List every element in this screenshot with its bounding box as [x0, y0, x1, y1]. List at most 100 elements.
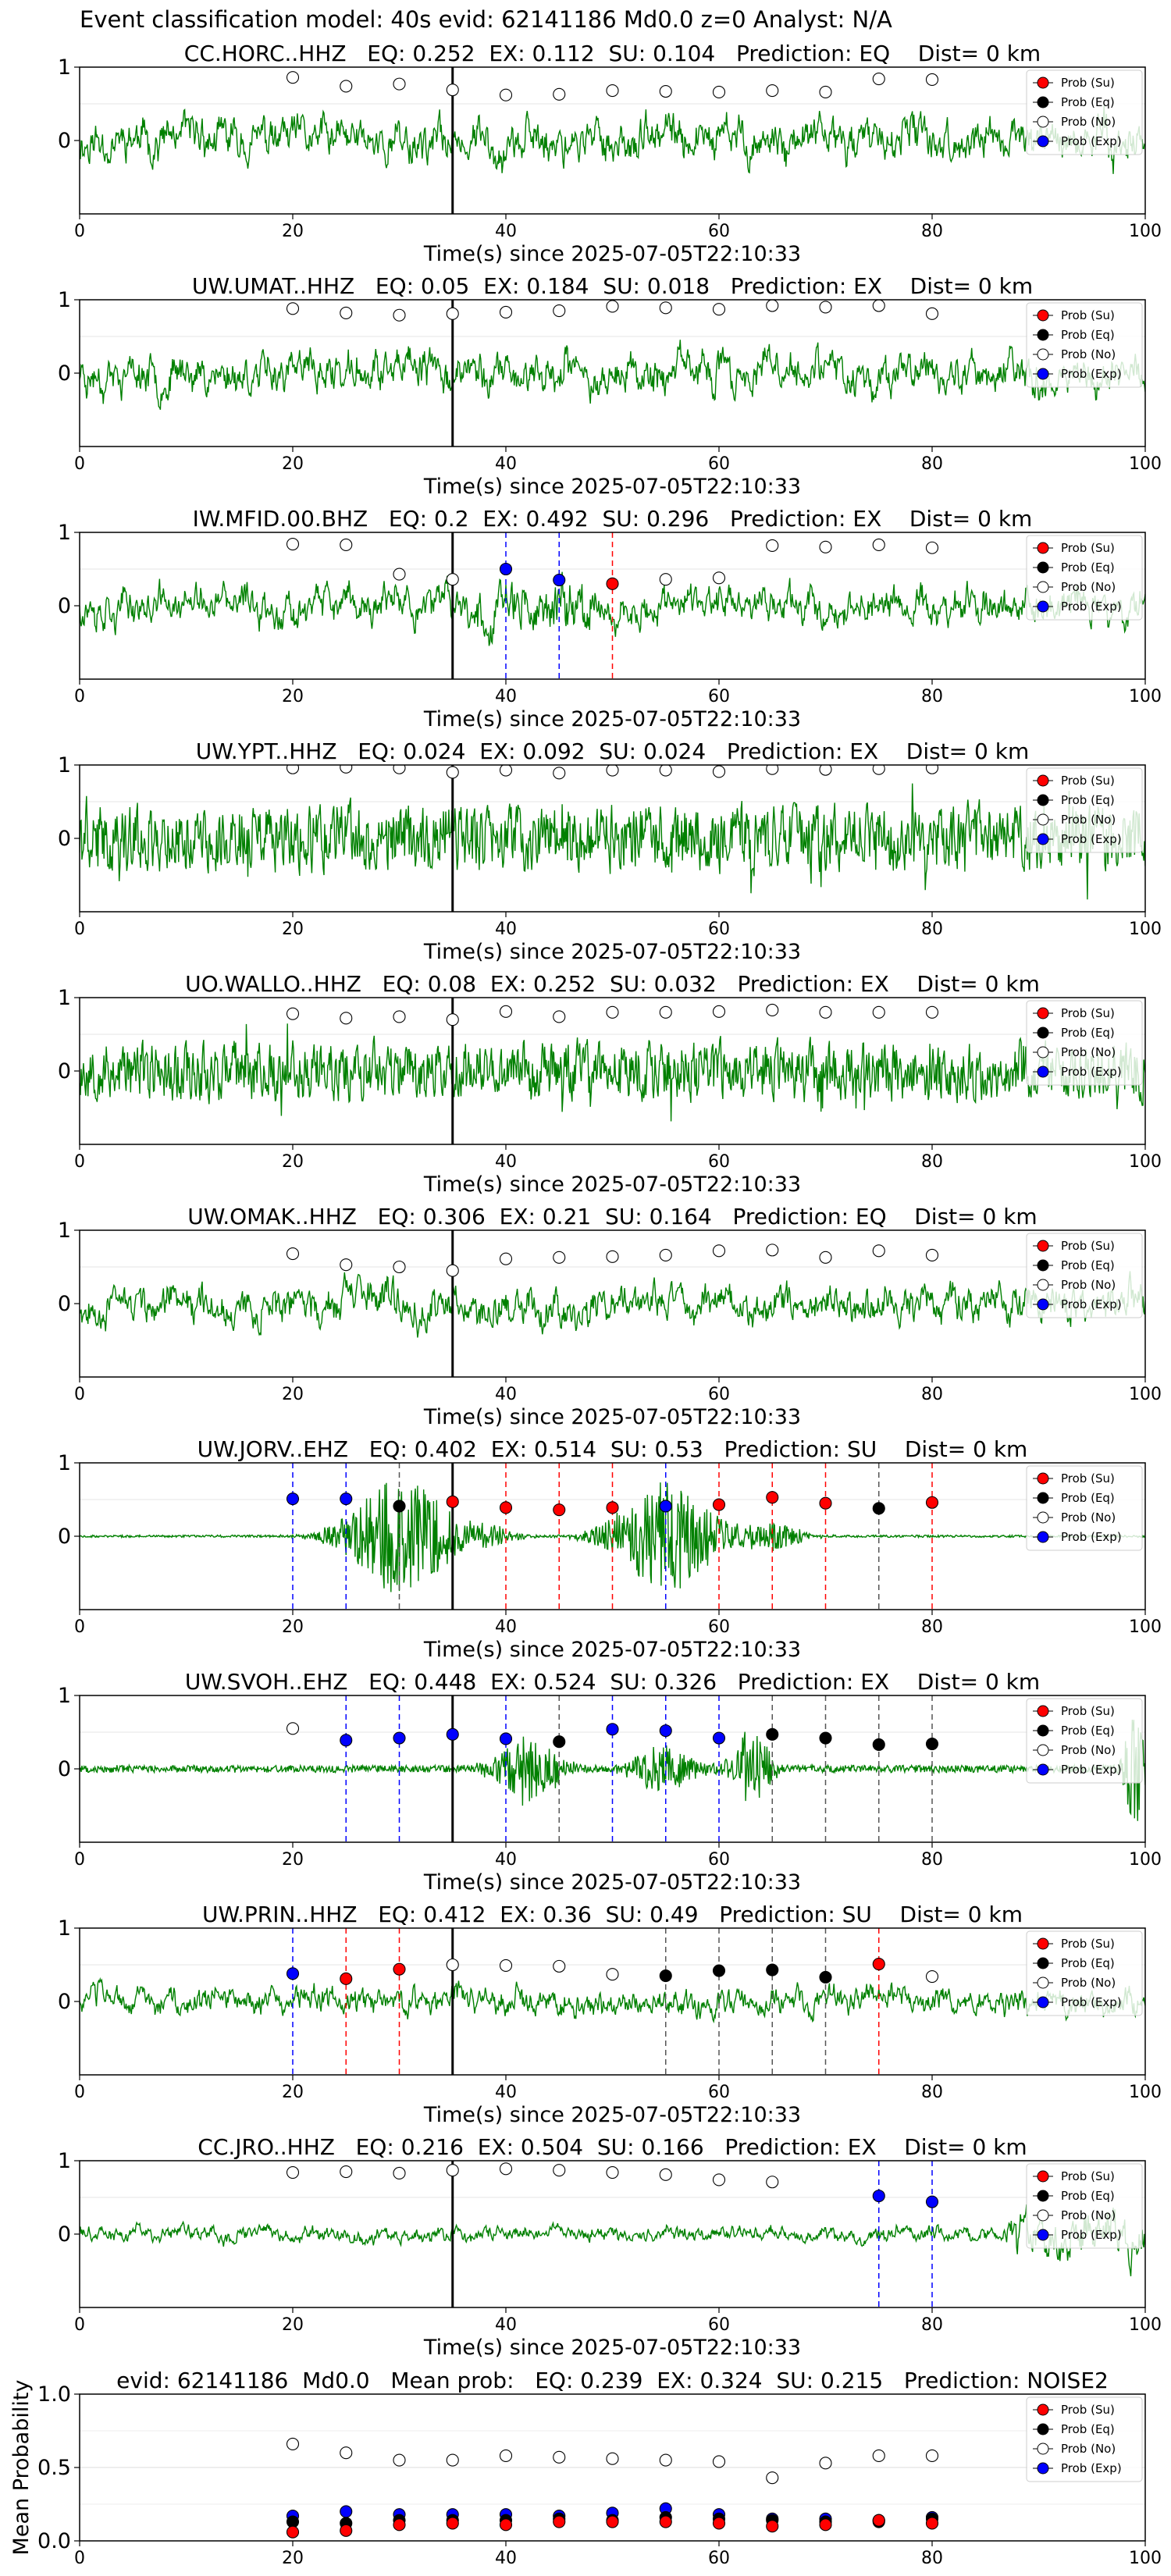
- y-tick-label: 1: [58, 1451, 71, 1475]
- legend-label-su: Prob (Su): [1061, 1471, 1115, 1485]
- x-axis-label: Time(s) since 2025-07-05T22:10:33: [423, 2103, 801, 2127]
- x-tick-label: 80: [921, 920, 943, 939]
- legend-marker-no: [1037, 2443, 1049, 2455]
- prob-point-no: [925, 73, 939, 87]
- plot-area: [80, 2161, 1145, 2307]
- prob-point-su: [553, 1503, 566, 1517]
- prob-point-exp: [872, 2190, 885, 2203]
- prob-point-no: [393, 765, 406, 774]
- x-tick-label: 0: [74, 454, 85, 474]
- legend-label-exp: Prob (Exp): [1061, 600, 1122, 614]
- legend-marker-su: [1037, 1937, 1049, 1950]
- legend-marker-exp: [1037, 135, 1049, 148]
- x-tick-label: 100: [1129, 2315, 1162, 2335]
- legend-box: [1026, 2163, 1143, 2249]
- prob-point-su: [819, 1496, 832, 1510]
- panel-3: 0 20 40 60 80 100 0 1 IW.MFID.00.BHZ EQ: 0.2 EX:…: [58, 506, 1162, 731]
- mean-point-exp: [340, 2505, 353, 2518]
- x-tick-label: 20: [282, 1850, 304, 1870]
- legend-marker-su: [1037, 774, 1049, 787]
- legend-label-no: Prob (No): [1061, 580, 1116, 594]
- x-tick-label: 20: [282, 2083, 304, 2102]
- mean-point-su: [606, 2515, 619, 2528]
- x-tick-label: 80: [921, 687, 943, 706]
- legend-marker-exp: [1037, 1298, 1049, 1311]
- prob-point-no: [712, 571, 726, 585]
- prob-point-no: [819, 1251, 832, 1264]
- prob-point-no: [819, 765, 832, 776]
- legend-marker-no: [1037, 348, 1049, 361]
- prob-point-no: [286, 1007, 300, 1020]
- legend-label-exp: Prob (Exp): [1061, 1530, 1122, 1544]
- prob-point-no: [286, 2165, 300, 2179]
- prob-point-no: [872, 1005, 885, 1019]
- panel-title: UW.JORV..EHZ EQ: 0.402 EX: 0.514 SU: 0.5…: [198, 1436, 1028, 1462]
- x-axis-label: Time(s) since 2025-07-05T22:10:33: [423, 1405, 801, 1429]
- prob-point-no: [659, 301, 672, 315]
- axes-frame: [79, 1927, 1146, 2076]
- plot-area: [80, 67, 1145, 214]
- legend-marker-su: [1037, 1472, 1049, 1485]
- panel-title: UW.SVOH..EHZ EQ: 0.448 EX: 0.524 SU: 0.3…: [185, 1669, 1040, 1695]
- legend-label-exp: Prob (Exp): [1061, 1763, 1122, 1777]
- legend-label-exp: Prob (Exp): [1061, 2228, 1122, 2242]
- prob-point-no: [766, 1244, 779, 1257]
- panel-6: 0 20 40 60 80 100 0 1 UW.OMAK..HHZ EQ: 0.306 EX:…: [58, 1204, 1162, 1429]
- legend-marker-su: [1037, 1240, 1049, 1252]
- prob-point-no: [819, 301, 832, 314]
- x-tick-label: 100: [1129, 454, 1162, 474]
- mean-point-no: [286, 2437, 300, 2450]
- waveform-trace: [80, 105, 1145, 174]
- prob-point-no: [659, 2168, 672, 2181]
- prob-point-no: [393, 2166, 406, 2180]
- plot-area: [80, 1928, 1145, 2075]
- mean-point-su: [393, 2518, 406, 2532]
- prob-point-no: [340, 538, 353, 552]
- panel-title: CC.HORC..HHZ EQ: 0.252 EX: 0.112 SU: 0.1…: [184, 41, 1041, 66]
- axes-frame: [79, 532, 1146, 680]
- y-tick-label: 0: [58, 1990, 71, 2014]
- prob-point-no: [286, 537, 300, 551]
- legend-marker-eq: [1037, 1492, 1049, 1504]
- legend: Prob (Su) Prob (Eq) Prob (No) Prob (Exp): [1026, 2163, 1143, 2249]
- axes-frame: [79, 2160, 1146, 2308]
- prob-point-eq: [819, 1970, 832, 1984]
- prob-point-no: [606, 765, 619, 777]
- prob-point-no: [340, 2165, 353, 2179]
- axes-frame: [79, 2393, 1146, 2542]
- mean-point-no: [712, 2455, 726, 2468]
- prob-point-su: [446, 1495, 459, 1508]
- prob-point-su: [606, 577, 619, 590]
- legend: Prob (Su) Prob (Eq) Prob (No) Prob (Exp): [1026, 535, 1143, 621]
- prob-point-eq: [872, 1738, 885, 1752]
- mean-point-no: [606, 2452, 619, 2465]
- x-tick-label: 60: [708, 687, 730, 706]
- x-tick-label: 100: [1129, 1152, 1162, 1172]
- x-tick-label: 60: [708, 2083, 730, 2102]
- legend-label-no: Prob (No): [1061, 1045, 1116, 1059]
- panel-1: 0 20 40 60 80 100 0 1 CC.HORC..HHZ EQ: 0.252 EX:…: [58, 41, 1162, 266]
- prob-point-su: [499, 1501, 513, 1514]
- legend-label-eq: Prob (Eq): [1061, 1956, 1115, 1970]
- plot-area: [80, 1463, 1145, 1610]
- legend-label-exp: Prob (Exp): [1061, 1995, 1122, 2009]
- x-tick-label: 40: [495, 1617, 517, 1637]
- prob-point-no: [925, 1248, 939, 1262]
- legend-marker-su: [1037, 309, 1049, 322]
- legend-label-su: Prob (Su): [1061, 774, 1115, 788]
- legend-marker-no: [1037, 581, 1049, 593]
- x-tick-label: 100: [1129, 2549, 1162, 2568]
- legend-marker-su: [1037, 1007, 1049, 1019]
- legend-marker-su: [1037, 76, 1049, 89]
- legend-label-eq: Prob (Eq): [1061, 95, 1115, 109]
- legend-label-no: Prob (No): [1061, 2208, 1116, 2222]
- mean-point-su: [819, 2518, 832, 2532]
- legend-marker-no: [1037, 1279, 1049, 1291]
- mean-point-su: [766, 2520, 779, 2533]
- plot-area: [80, 300, 1145, 447]
- plot-area: [80, 1695, 1145, 1842]
- x-tick-label: 100: [1129, 1617, 1162, 1637]
- x-axis-label: Time(s) since 2025-07-05T22:10:33: [423, 1870, 801, 1895]
